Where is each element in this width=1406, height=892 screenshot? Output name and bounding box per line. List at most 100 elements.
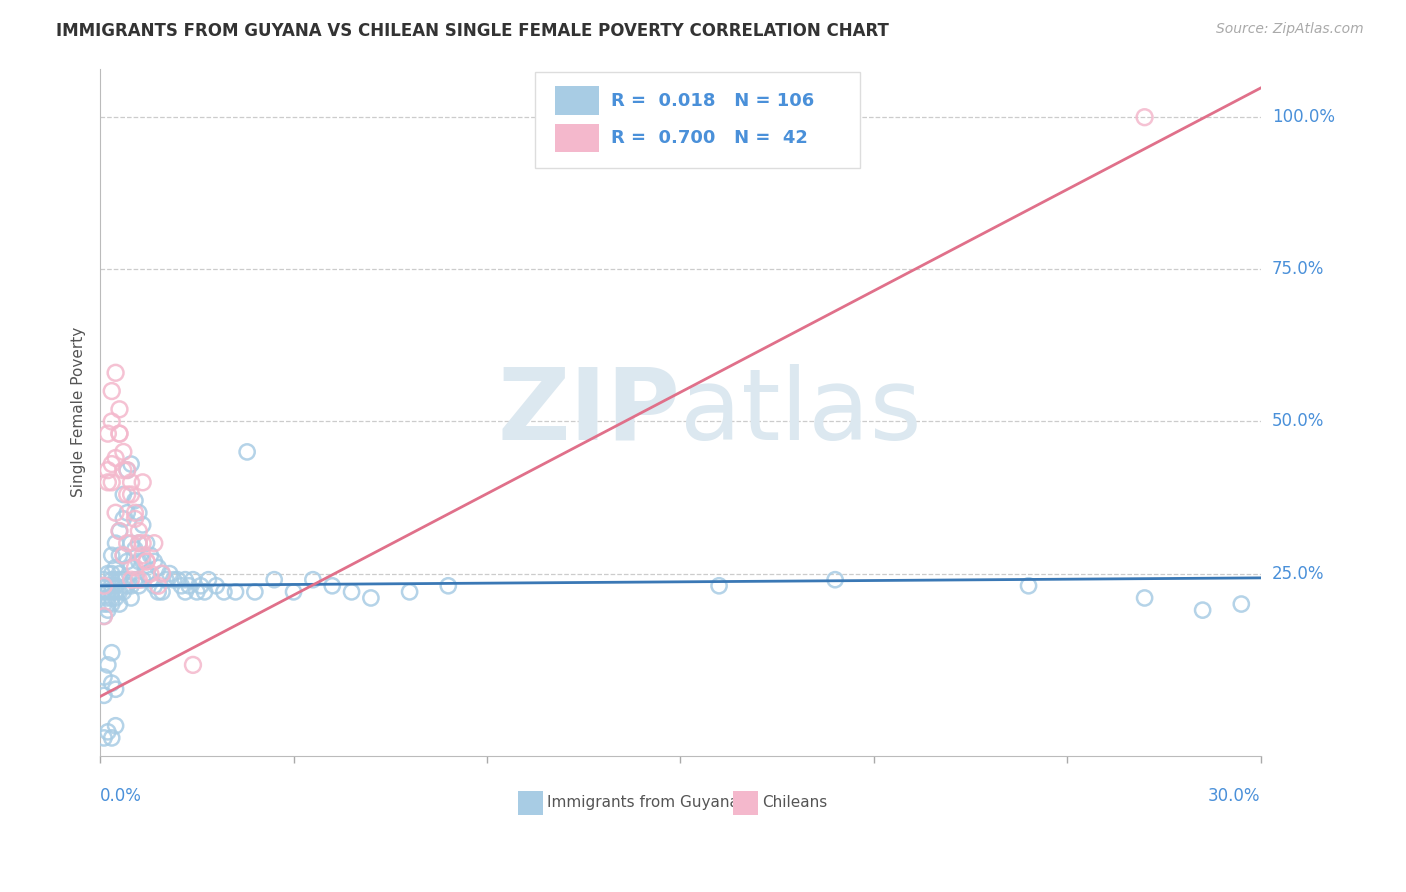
Point — [143, 554, 166, 568]
Point — [124, 573, 146, 587]
Point — [104, 682, 127, 697]
Point — [93, 670, 115, 684]
Point — [93, 689, 115, 703]
Point — [143, 536, 166, 550]
Text: IMMIGRANTS FROM GUYANA VS CHILEAN SINGLE FEMALE POVERTY CORRELATION CHART: IMMIGRANTS FROM GUYANA VS CHILEAN SINGLE… — [56, 22, 889, 40]
Point — [128, 536, 150, 550]
Point — [115, 536, 138, 550]
Text: R =  0.018   N = 106: R = 0.018 N = 106 — [610, 92, 814, 110]
Point — [186, 585, 208, 599]
Text: R =  0.700   N =  42: R = 0.700 N = 42 — [610, 129, 807, 147]
Point — [97, 579, 120, 593]
Point — [321, 579, 343, 593]
Point — [108, 426, 131, 441]
Point — [120, 579, 142, 593]
Point — [124, 542, 146, 557]
Point — [135, 536, 157, 550]
Point — [124, 512, 146, 526]
Point — [128, 579, 150, 593]
Point — [139, 566, 162, 581]
Point — [104, 585, 127, 599]
Point — [131, 554, 153, 568]
Point — [437, 579, 460, 593]
Point — [139, 549, 162, 563]
Point — [159, 566, 181, 581]
Point — [104, 506, 127, 520]
Point — [115, 487, 138, 501]
Point — [236, 445, 259, 459]
Point — [97, 724, 120, 739]
Point — [120, 573, 142, 587]
Text: 0.0%: 0.0% — [100, 787, 142, 805]
Point — [115, 463, 138, 477]
Point — [112, 549, 135, 563]
Point — [108, 566, 131, 581]
Point — [108, 524, 131, 538]
Text: Source: ZipAtlas.com: Source: ZipAtlas.com — [1216, 22, 1364, 37]
Point — [128, 573, 150, 587]
Point — [146, 560, 169, 574]
Point — [100, 573, 122, 587]
Point — [100, 457, 122, 471]
Bar — [555, 87, 599, 115]
Point — [108, 573, 131, 587]
Point — [104, 450, 127, 465]
Point — [97, 463, 120, 477]
Point — [225, 585, 247, 599]
Point — [115, 579, 138, 593]
Point — [1133, 110, 1156, 124]
Point — [97, 591, 120, 605]
Point — [302, 573, 325, 587]
Point — [146, 585, 169, 599]
Point — [112, 549, 135, 563]
Point — [139, 573, 162, 587]
Point — [283, 585, 305, 599]
Point — [170, 579, 193, 593]
Text: Immigrants from Guyana: Immigrants from Guyana — [547, 796, 738, 811]
Point — [97, 475, 120, 490]
Point — [100, 566, 122, 581]
Point — [100, 475, 122, 490]
Point — [112, 445, 135, 459]
Point — [120, 591, 142, 605]
Text: ZIP: ZIP — [498, 364, 681, 461]
Point — [97, 597, 120, 611]
Point — [112, 585, 135, 599]
FancyBboxPatch shape — [536, 72, 860, 169]
Point — [108, 426, 131, 441]
Point — [143, 579, 166, 593]
Point — [93, 579, 115, 593]
Point — [100, 591, 122, 605]
Text: Chileans: Chileans — [762, 796, 827, 811]
Point — [120, 457, 142, 471]
Point — [112, 573, 135, 587]
Point — [104, 366, 127, 380]
Point — [128, 554, 150, 568]
Point — [1018, 579, 1040, 593]
Point — [197, 573, 219, 587]
Point — [174, 585, 197, 599]
Point — [194, 585, 217, 599]
Point — [120, 487, 142, 501]
Bar — [555, 123, 599, 153]
Text: 100.0%: 100.0% — [1272, 108, 1334, 126]
Point — [135, 554, 157, 568]
Point — [100, 646, 122, 660]
Point — [112, 512, 135, 526]
Point — [112, 487, 135, 501]
Point — [108, 524, 131, 538]
Point — [104, 579, 127, 593]
Point — [174, 573, 197, 587]
Point — [97, 603, 120, 617]
Point — [1191, 603, 1213, 617]
Point — [150, 566, 173, 581]
Point — [263, 573, 285, 587]
Point — [1133, 591, 1156, 605]
Point — [115, 463, 138, 477]
Point — [108, 585, 131, 599]
Text: 25.0%: 25.0% — [1272, 565, 1324, 582]
Point — [104, 536, 127, 550]
Point — [104, 560, 127, 574]
Point — [135, 566, 157, 581]
Point — [97, 566, 120, 581]
